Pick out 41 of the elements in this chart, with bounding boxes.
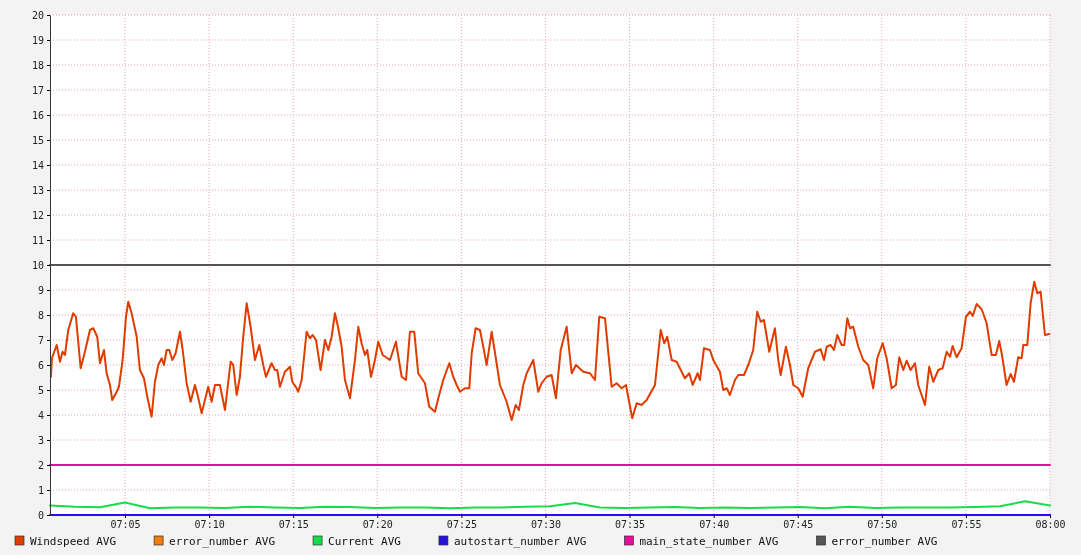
x-tick-label: 08:00	[1035, 519, 1066, 531]
y-tick-label: 5	[37, 384, 44, 396]
x-tick-label: 07:30	[530, 519, 562, 531]
y-tick-label: 12	[31, 209, 44, 221]
y-tick-label: 3	[37, 434, 44, 446]
x-tick-label: 07:50	[867, 519, 898, 531]
x-tick-label: 07:10	[194, 519, 225, 531]
y-tick-label: 1	[37, 484, 44, 496]
y-tick-label: 10	[31, 259, 44, 271]
y-tick-label: 13	[31, 184, 44, 196]
legend-label: error_number AVG	[831, 535, 938, 548]
x-tick-label: 07:40	[699, 519, 730, 531]
y-tick-label: 2	[37, 459, 44, 471]
y-tick-label: 9	[37, 284, 44, 296]
y-tick-label: 11	[31, 234, 44, 246]
x-tick-label: 07:25	[446, 519, 477, 531]
y-tick-label: 0	[37, 509, 44, 521]
line-series	[49, 280, 1051, 421]
y-tick-label: 8	[37, 309, 44, 321]
y-tick-label: 18	[31, 59, 44, 71]
y-tick-label: 15	[31, 134, 44, 146]
y-tick-label: 20	[31, 9, 44, 21]
x-tick-label: 07:35	[614, 519, 646, 531]
x-tick-label: 07:55	[951, 519, 982, 531]
x-tick-label: 07:45	[783, 519, 814, 531]
x-tick-label: 07:05	[110, 519, 141, 531]
x-tick-label: 07:15	[278, 519, 309, 531]
y-tick-label: 14	[31, 159, 44, 171]
legend-label: error_number AVG	[169, 535, 276, 548]
legend-label: Windspeed AVG	[30, 535, 117, 548]
y-tick-label: 17	[31, 84, 44, 96]
y-tick-label: 16	[31, 109, 44, 121]
line-series	[49, 500, 1051, 510]
legend-label: autostart_number AVG	[453, 535, 587, 548]
x-tick-label: 07:20	[362, 519, 393, 531]
legend-label: main_state_number AVG	[639, 535, 779, 548]
y-tick-label: 7	[37, 334, 44, 346]
y-tick-label: 6	[37, 359, 44, 371]
y-tick-label: 19	[31, 34, 44, 46]
y-tick-label: 4	[37, 409, 44, 421]
legend-label: Current AVG	[328, 535, 401, 548]
